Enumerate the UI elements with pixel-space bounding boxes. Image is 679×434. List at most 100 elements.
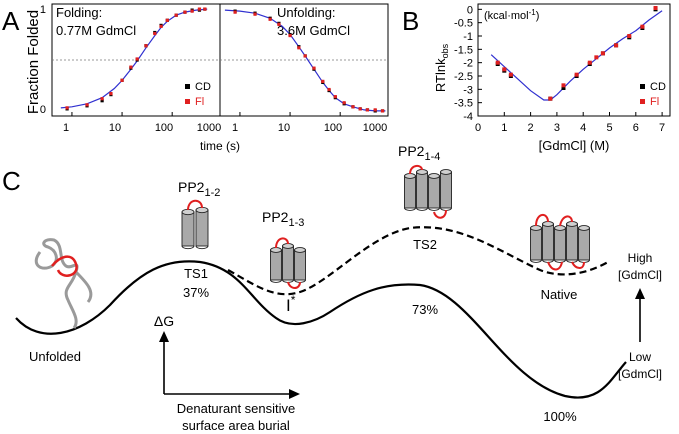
panel-a-unfolding-point-fl bbox=[297, 46, 301, 50]
helix-cylinder-cap bbox=[566, 221, 578, 227]
panel-a-unfolding-point-fl bbox=[268, 17, 272, 21]
panel-a-folding-fit-line bbox=[60, 8, 208, 109]
unfolded-label: Unfolded bbox=[29, 349, 81, 364]
panel-a-right-xtick-1: 1 bbox=[232, 122, 238, 134]
panel-b-unit-close: ) bbox=[536, 10, 540, 22]
panel-a-folding-point-fl bbox=[165, 18, 169, 22]
panel-a-ylabel: Fraction Folded bbox=[25, 10, 42, 114]
burial-axis-label-line2: surface area burial bbox=[182, 418, 290, 433]
delta-g-label: ΔG bbox=[154, 313, 174, 329]
panel-b-point-fl bbox=[574, 72, 579, 77]
panel-a-right-xtick-1000: 1000 bbox=[363, 122, 387, 134]
energy-landscape-solid bbox=[15, 260, 627, 399]
panel-a-unfolding-point-fl bbox=[288, 33, 292, 38]
native-label: Native bbox=[541, 287, 578, 302]
helix-cylinder-base bbox=[195, 245, 209, 250]
pp2-1-2-label-sub: 1-2 bbox=[204, 187, 220, 199]
loop-segment bbox=[409, 164, 423, 175]
loop-segment bbox=[571, 261, 585, 269]
ts1-label: TS1 bbox=[184, 266, 208, 281]
native-bundle-illustration bbox=[530, 214, 590, 271]
panel-a-folding-point-fl bbox=[203, 7, 207, 11]
helix-cylinder bbox=[416, 171, 428, 209]
helix-cylinder-cap bbox=[181, 208, 195, 216]
helix-cylinder-base bbox=[554, 259, 566, 263]
burial-arrowhead bbox=[289, 389, 300, 399]
panel-a-unfolding-point-fl bbox=[373, 108, 377, 112]
panel-b-xlabel: [GdmCl] (M) bbox=[539, 138, 610, 153]
panel-b-point-fl bbox=[508, 72, 513, 77]
panel-a-unfolding-point-fl bbox=[351, 105, 355, 109]
panel-b-legend-cd-marker bbox=[640, 84, 645, 89]
panel-c-letter: C bbox=[2, 166, 21, 196]
panel-a-folding-point-fl bbox=[159, 24, 163, 28]
panel-b-letter: B bbox=[402, 6, 419, 36]
panel-a-folding-point-fl bbox=[85, 103, 89, 107]
panel-b-xtick-label: 4 bbox=[580, 122, 586, 134]
panel-a-folding-point-fl bbox=[100, 97, 104, 101]
panel-a-left-xtick-100: 100 bbox=[155, 122, 173, 134]
helix-cylinder-cap bbox=[282, 243, 294, 249]
panel-b-point-fl bbox=[600, 51, 605, 56]
panel-b-xtick-label: 6 bbox=[633, 122, 639, 134]
panel-a-unfolding-point-fl bbox=[303, 54, 307, 58]
panel-a-legend-cd-marker bbox=[185, 84, 190, 89]
helix-cylinder bbox=[578, 227, 590, 261]
helix-cylinder-cap bbox=[428, 173, 440, 179]
helix-cylinder bbox=[530, 227, 542, 261]
panel-a-unfolding-point-fl bbox=[312, 66, 316, 70]
percent-100-label: 100% bbox=[543, 409, 577, 424]
helix-cylinder bbox=[404, 175, 416, 209]
panel-a-unfolding-point-fl bbox=[333, 95, 337, 99]
helix-cylinder-base bbox=[404, 207, 416, 211]
panel-b-xtick-label: 1 bbox=[501, 122, 507, 134]
panel-a-folding-point-fl bbox=[135, 57, 139, 61]
panel-a-unfolding-point-fl bbox=[321, 79, 325, 83]
panel-a-folding-point-fl bbox=[144, 44, 148, 48]
helix-cylinder bbox=[195, 209, 209, 247]
panel-b-point-fl bbox=[495, 60, 500, 65]
high-gdmcl-line2: [GdmCl] bbox=[618, 268, 662, 282]
panel-a-unfolding-point-fl bbox=[342, 101, 346, 105]
pp2-1-2-label-main: PP2 bbox=[178, 179, 205, 195]
pp2-1-3-label-main: PP2 bbox=[262, 209, 289, 225]
loop-segment bbox=[287, 281, 301, 289]
helix-cylinder bbox=[282, 245, 294, 281]
intermediate-label-star: * bbox=[291, 293, 296, 307]
panel-b-ytick-label: -1.5 bbox=[454, 44, 473, 56]
panel-b-ytick-label: -2.5 bbox=[454, 71, 473, 83]
panel-b-ytick-label: -2 bbox=[463, 58, 473, 70]
helix-cylinder-base bbox=[530, 259, 542, 263]
helix-cylinder-cap bbox=[404, 173, 416, 179]
pp2-1-2-bundle-illustration bbox=[181, 199, 209, 250]
panel-b-xtick-label: 5 bbox=[606, 122, 612, 134]
panel-b-xtick-label: 2 bbox=[528, 122, 534, 134]
helix-cylinder-cap bbox=[195, 206, 209, 214]
panel-b-point-fl bbox=[587, 60, 592, 65]
panel-a-unfolding-point-fl bbox=[277, 22, 281, 26]
panel-a-right-label-line2: 3.6M GdmCl bbox=[277, 23, 350, 38]
loop-segment bbox=[547, 261, 563, 271]
panel-a-folding-point-fl bbox=[129, 65, 133, 69]
panel-b-fit-line bbox=[490, 10, 663, 101]
helix-cylinder-cap bbox=[530, 225, 542, 231]
loop-segment bbox=[535, 214, 549, 227]
panel-b-unit-sup: -1 bbox=[529, 8, 537, 17]
loop-segment bbox=[559, 215, 573, 227]
helix-cylinder bbox=[294, 249, 306, 281]
panel-a-legend-fl-marker bbox=[185, 99, 190, 104]
panel-b-point-fl bbox=[561, 83, 566, 88]
panel-b-point-fl bbox=[614, 43, 619, 48]
energy-landscape-dashed bbox=[227, 226, 609, 296]
panel-a-folding-point-fl bbox=[65, 106, 69, 110]
panel-a-left-xtick-10: 10 bbox=[109, 122, 121, 134]
loop-segment bbox=[187, 199, 203, 211]
pp2-1-2-label: PP21-2 bbox=[178, 179, 220, 199]
panel-a-xlabel: time (s) bbox=[200, 139, 240, 153]
panel-a-ytick-1: 1 bbox=[40, 4, 46, 16]
panel-b-point-cd bbox=[561, 86, 566, 90]
helix-cylinder bbox=[181, 211, 195, 247]
panel-a-letter: A bbox=[2, 6, 20, 36]
panel-a-unfolding-point-fl bbox=[365, 108, 370, 112]
